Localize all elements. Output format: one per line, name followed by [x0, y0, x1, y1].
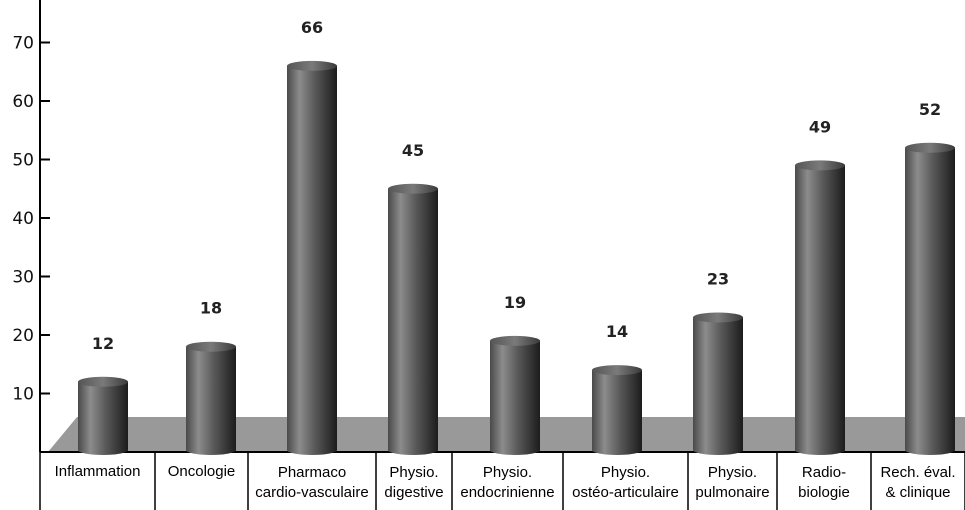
category-label: Physio. digestive — [384, 464, 443, 501]
category-label: Radio-biologie — [798, 464, 850, 501]
bar-body — [388, 188, 438, 455]
category-labels: Inflammation Oncologie Pharmaco cardio-vasc… — [39, 452, 965, 510]
category-label: Oncologie — [168, 463, 236, 480]
y-tick-label: 60 — [12, 92, 34, 112]
bar-value-label: 12 — [92, 334, 114, 353]
bar-value-label: 52 — [919, 100, 941, 119]
bar-body — [592, 370, 642, 455]
bar-value-label: 49 — [809, 117, 831, 136]
bar-body — [905, 147, 955, 456]
bar-9: 52 — [905, 100, 955, 456]
bar-value-label: 23 — [707, 269, 729, 288]
bar-6: 14 — [592, 322, 642, 455]
bar-value-label: 45 — [402, 141, 424, 160]
category-label: Physio. endocrinienne — [460, 464, 554, 501]
category-label: Pharmaco cardio-vasculaire — [255, 464, 368, 501]
bar-value-label: 18 — [200, 299, 222, 318]
bar-top — [186, 341, 236, 352]
bars-group: 12 18 66 45 19 14 23 49 52 — [78, 18, 955, 456]
bar-body — [186, 346, 236, 455]
y-tick-label: 30 — [12, 268, 34, 288]
bar-top — [693, 312, 743, 323]
y-tick-label: 50 — [12, 151, 34, 171]
category-label: Rech. éval. & clinique — [880, 464, 955, 501]
y-axis-ticks: 10 20 30 40 50 60 70 — [12, 34, 50, 405]
bar-1: 12 — [78, 334, 128, 455]
bar-7: 23 — [693, 269, 743, 455]
y-tick-label: 10 — [12, 385, 34, 405]
bar-body — [490, 340, 540, 455]
category-label: Physio. pulmonaire — [695, 464, 769, 501]
bar-body — [78, 381, 128, 455]
bar-top — [490, 335, 540, 346]
bar-top — [592, 365, 642, 376]
bar-value-label: 14 — [606, 322, 628, 341]
bar-top — [388, 183, 438, 194]
y-tick-label: 70 — [12, 34, 34, 54]
bar-top — [795, 160, 845, 171]
bar-body — [693, 317, 743, 455]
bar-top — [287, 60, 337, 71]
bar-3: 66 — [287, 18, 337, 456]
bar-4: 45 — [388, 141, 438, 455]
y-tick-label: 20 — [12, 326, 34, 346]
bar-value-label: 66 — [301, 18, 323, 37]
category-label: Inflammation — [55, 463, 141, 480]
bar-top — [78, 376, 128, 387]
bar-5: 19 — [490, 293, 540, 455]
bar-8: 49 — [795, 117, 845, 455]
bar-body — [287, 65, 337, 456]
bar-top — [905, 142, 955, 153]
bar-value-label: 19 — [504, 293, 526, 312]
bar-2: 18 — [186, 299, 236, 455]
y-tick-label: 40 — [12, 209, 34, 229]
bar-body — [795, 165, 845, 455]
category-label: Physio. ostéo-articulaire — [572, 464, 679, 501]
